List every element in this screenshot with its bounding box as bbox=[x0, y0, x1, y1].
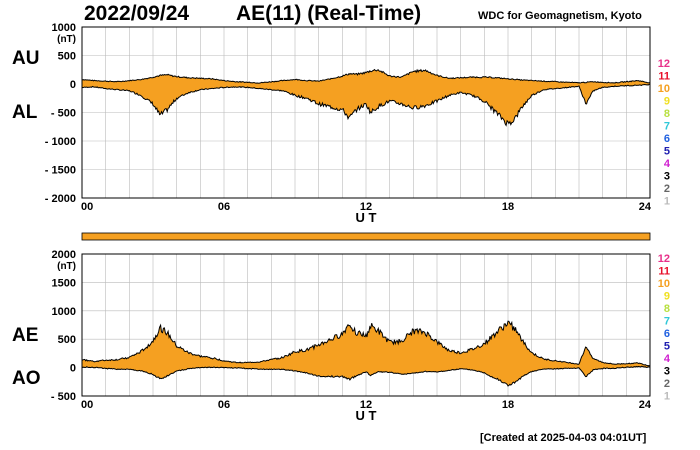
level-legend-11: 11 bbox=[658, 71, 670, 83]
series-line-al bbox=[81, 83, 651, 127]
y-tick-label: 2000 bbox=[52, 249, 76, 261]
level-legend-12: 12 bbox=[658, 253, 670, 265]
series-line-ao bbox=[81, 365, 651, 387]
level-legend-5: 5 bbox=[664, 341, 670, 353]
y-tick-label: - 1000 bbox=[45, 136, 76, 148]
level-legend-6: 6 bbox=[664, 133, 670, 145]
series-label-ao: AO bbox=[12, 368, 41, 389]
y-tick-label: 0 bbox=[70, 363, 76, 375]
y-tick-label: - 500 bbox=[51, 391, 76, 403]
x-tick-label: 24 bbox=[639, 399, 652, 411]
series-line-ae bbox=[81, 320, 651, 367]
series-fill-ae-ao bbox=[82, 321, 650, 386]
y-tick-label: - 2000 bbox=[45, 193, 76, 205]
y-tick-label: 1000 bbox=[52, 22, 76, 34]
x-tick-label: 00 bbox=[81, 399, 93, 411]
x-tick-label: 12 bbox=[360, 201, 372, 213]
level-legend-12: 12 bbox=[658, 58, 670, 70]
series-label-ae: AE bbox=[12, 325, 38, 346]
orange-status-bar bbox=[81, 232, 651, 241]
y-tick-label: 0 bbox=[70, 79, 76, 91]
plot-frame-0 bbox=[81, 26, 651, 199]
level-legend-4: 4 bbox=[664, 353, 671, 365]
series-line-au bbox=[81, 68, 651, 84]
x-tick-label: 12 bbox=[360, 399, 372, 411]
level-legend-1: 1 bbox=[664, 391, 670, 403]
chart-title: AE(11) (Real-Time) bbox=[236, 2, 422, 25]
level-legend-2: 2 bbox=[664, 183, 670, 195]
level-legend-7: 7 bbox=[664, 316, 670, 328]
x-tick-label: 06 bbox=[218, 201, 230, 213]
level-legend-8: 8 bbox=[664, 108, 670, 120]
level-legend-9: 9 bbox=[664, 96, 670, 108]
y-tick-label: 500 bbox=[58, 51, 76, 63]
chart-source: WDC for Geomagnetism, Kyoto bbox=[478, 10, 642, 22]
series-label-al: AL bbox=[12, 102, 38, 123]
level-legend-3: 3 bbox=[664, 171, 670, 183]
level-legend-3: 3 bbox=[664, 366, 670, 378]
x-tick-label: 18 bbox=[502, 399, 514, 411]
x-tick-label: 00 bbox=[81, 201, 93, 213]
series-label-au: AU bbox=[12, 48, 39, 69]
level-legend-8: 8 bbox=[664, 303, 670, 315]
y-tick-label: - 500 bbox=[51, 108, 76, 120]
level-legend-11: 11 bbox=[658, 266, 670, 278]
y-tick-label: - 1500 bbox=[45, 165, 76, 177]
created-timestamp: [Created at 2025-04-03 04:01UT] bbox=[480, 432, 647, 444]
x-tick-label: 18 bbox=[502, 201, 514, 213]
y-tick-label: 500 bbox=[58, 334, 76, 346]
series-fill-au-al bbox=[82, 69, 650, 126]
level-legend-5: 5 bbox=[664, 146, 670, 158]
level-legend-6: 6 bbox=[664, 328, 670, 340]
level-legend-7: 7 bbox=[664, 121, 670, 133]
x-axis-label: U T bbox=[356, 408, 377, 423]
x-axis-label: U T bbox=[356, 210, 377, 225]
level-legend-9: 9 bbox=[664, 291, 670, 303]
plot-frame-1 bbox=[81, 253, 651, 397]
y-unit-label: (nT) bbox=[57, 261, 76, 272]
x-tick-label: 24 bbox=[639, 201, 652, 213]
level-legend-10: 10 bbox=[658, 83, 670, 95]
y-tick-label: 1000 bbox=[52, 306, 76, 318]
level-legend-2: 2 bbox=[664, 378, 670, 390]
chart-date: 2022/09/24 bbox=[84, 2, 190, 25]
y-unit-label: (nT) bbox=[57, 34, 76, 45]
x-tick-label: 06 bbox=[218, 399, 230, 411]
y-tick-label: 1500 bbox=[52, 277, 76, 289]
level-legend-1: 1 bbox=[664, 196, 670, 208]
level-legend-10: 10 bbox=[658, 278, 670, 290]
level-legend-4: 4 bbox=[664, 158, 671, 170]
